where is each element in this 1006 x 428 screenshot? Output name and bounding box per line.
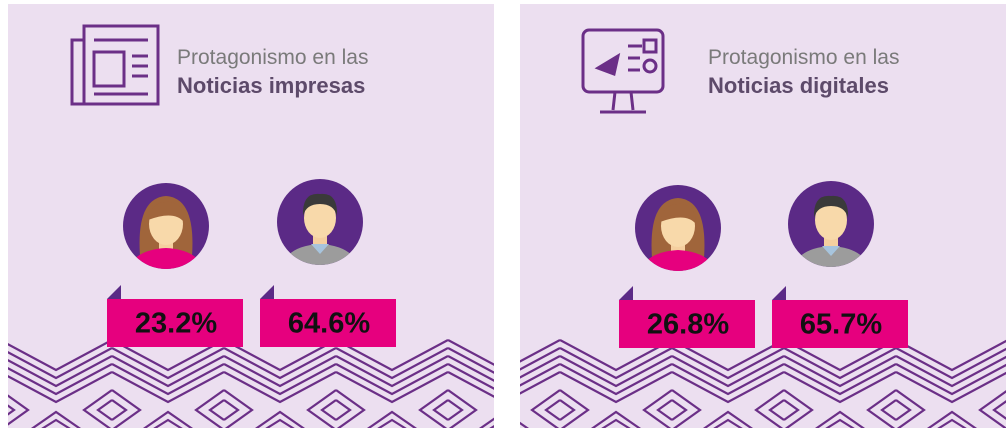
panel-digital: Protagonismo en las Noticias digitales 2… (520, 4, 1006, 428)
panel-print: Protagonismo en las Noticias impresas 23… (8, 4, 494, 428)
stat-value: 65.7% (800, 309, 882, 341)
stat-value: 26.8% (647, 309, 729, 341)
pattern (520, 330, 1006, 428)
pattern (8, 330, 494, 428)
stat-value: 23.2% (135, 308, 217, 340)
title-line: Protagonismo en las (708, 46, 899, 69)
title-line: Protagonismo en las (177, 46, 368, 69)
infographic: Protagonismo en las Noticias impresas 23… (0, 0, 1006, 428)
title-line: Noticias digitales (708, 73, 889, 98)
stat-value: 64.6% (288, 308, 370, 340)
title-line: Noticias impresas (177, 73, 365, 98)
